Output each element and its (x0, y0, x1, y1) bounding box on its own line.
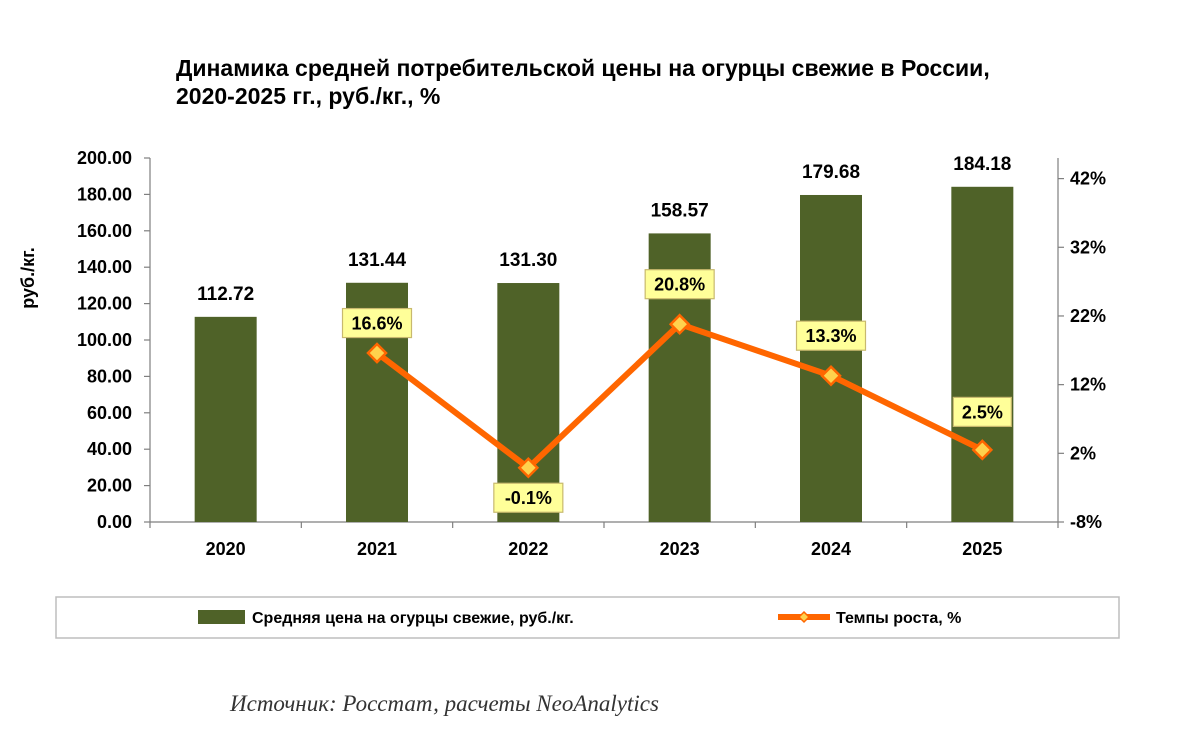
growth-label-box (644, 269, 715, 300)
legend-line-label: Темпы роста, % (836, 610, 961, 627)
y-right-tick-label: 2% (1070, 443, 1096, 463)
bar-value-label: 112.72 (197, 284, 254, 305)
x-tick-label: 2023 (660, 539, 700, 559)
growth-value-label: 13.3% (805, 326, 856, 346)
x-tick-label: 2024 (811, 539, 851, 559)
x-tick-label: 2022 (508, 539, 548, 559)
bar-value-label: 179.68 (802, 162, 860, 183)
y-axis-label: руб./кг. (18, 247, 38, 309)
y-left-tick-label: 100.00 (77, 330, 132, 350)
bar-value-label: 131.30 (499, 250, 557, 271)
bar-value-label: 131.44 (348, 250, 407, 271)
axes: 200.00 180.00 160.00 140.00 120.00 100.00 80.0… (77, 148, 1106, 559)
y-left-tick-label: 200.00 (77, 148, 132, 168)
bar (951, 186, 1014, 522)
growth-value-label: 2.5% (962, 402, 1003, 422)
growth-marker (820, 364, 842, 387)
y-right-tick-label: 12% (1070, 375, 1106, 395)
legend-bar-swatch (198, 610, 245, 624)
y-left-tick-label: 180.00 (77, 184, 132, 204)
bar-value-label: 184.18 (953, 154, 1011, 175)
data-labels: 112.72 131.44 131.30 158.57 179.68 184.18 16.6… (197, 154, 1012, 513)
y-left-tick-label: 20.00 (87, 476, 132, 496)
y-left-tick-label: 140.00 (77, 257, 132, 277)
bar-value-label: 158.57 (651, 200, 709, 221)
x-tick-label: 2025 (962, 539, 1002, 559)
growth-value-label: 20.8% (654, 275, 705, 295)
line-series (366, 313, 994, 479)
bar (800, 194, 862, 522)
legend: Средняя цена на огурцы свежие, руб./кг. … (55, 596, 1120, 639)
y-left-tick-label: 120.00 (77, 294, 132, 314)
growth-marker (517, 456, 540, 479)
chart-title-line2: 2020-2025 гг., руб./кг., % (176, 83, 440, 109)
growth-value-label: -0.1% (505, 488, 552, 508)
bar (497, 283, 560, 522)
growth-label-box (493, 482, 564, 513)
y-right-tick-label: 22% (1070, 306, 1106, 326)
growth-marker (366, 342, 388, 364)
y-left-tick-label: 40.00 (87, 439, 132, 459)
y-left-tick-label: 160.00 (77, 221, 132, 241)
growth-label-box (795, 320, 867, 351)
growth-marker (971, 439, 994, 461)
growth-marker (668, 313, 691, 335)
x-tick-label: 2020 (206, 539, 246, 559)
y-left-tick-label: 80.00 (87, 366, 132, 386)
y-right-tick-label: 42% (1070, 169, 1106, 189)
x-tick-label: 2021 (357, 539, 397, 559)
growth-label-box (952, 396, 1012, 427)
y-right-tick-label: 32% (1070, 237, 1106, 257)
y-left-tick-label: 60.00 (87, 403, 132, 423)
bar (194, 316, 257, 522)
source-note: Источник: Росстат, расчеты NeoAnalytics (229, 691, 659, 716)
y-left-tick-label: 0.00 (97, 512, 132, 532)
y-right-tick-label: -8% (1070, 512, 1102, 532)
growth-value-label: 16.6% (351, 314, 402, 334)
bar-series (194, 186, 1014, 523)
legend-line-marker (797, 610, 811, 624)
growth-label-box (341, 307, 413, 339)
chart-title-line1: Динамика средней потребительской цены на… (176, 55, 990, 81)
legend-bar-label: Средняя цена на огурцы свежие, руб./кг. (252, 610, 574, 627)
